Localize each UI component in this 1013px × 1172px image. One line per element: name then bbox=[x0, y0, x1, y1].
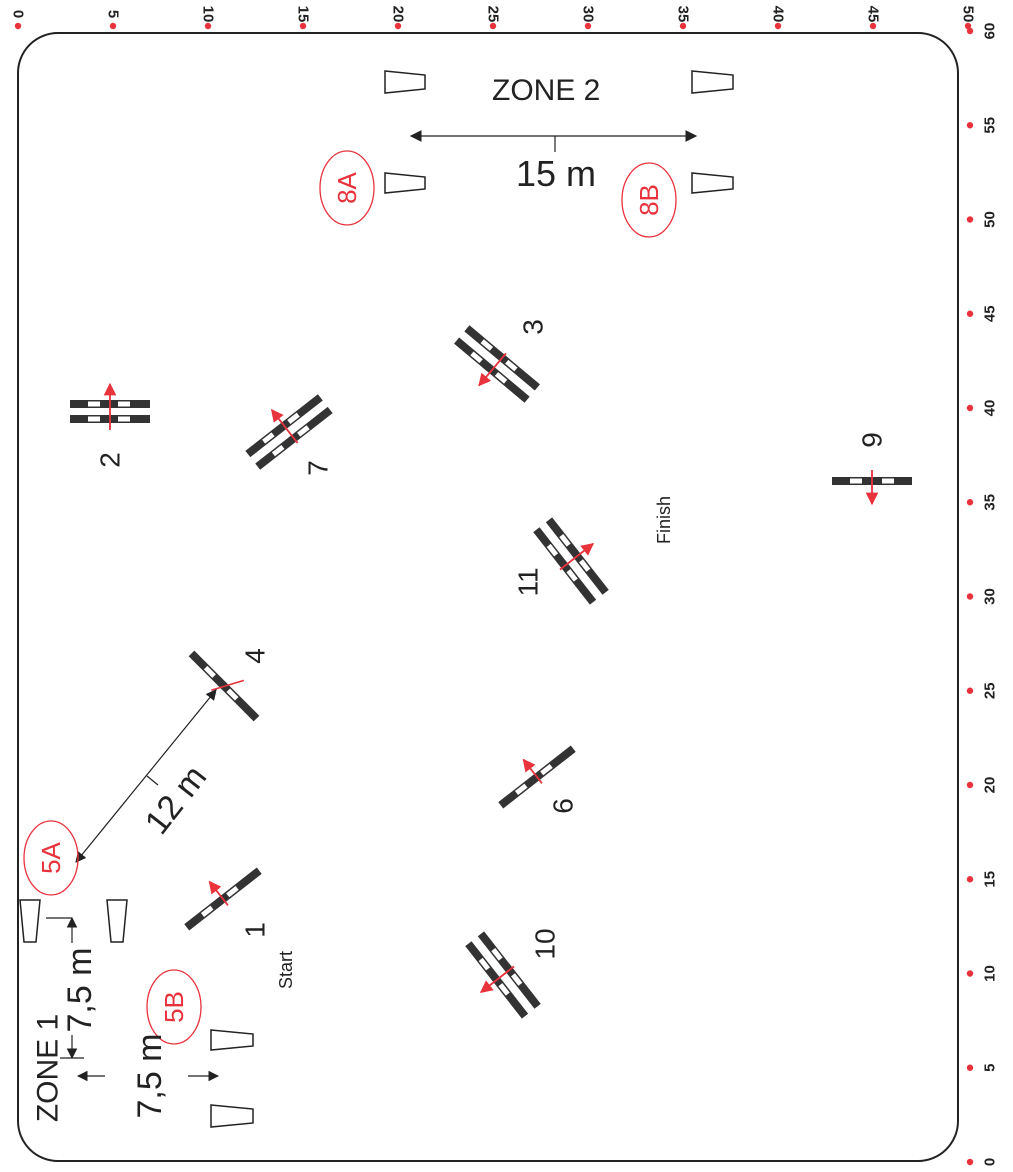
right-tick-label: 20 bbox=[982, 777, 999, 794]
right-tick-label: 55 bbox=[982, 117, 999, 134]
right-tick-label: 30 bbox=[982, 588, 999, 605]
right-tick-dot bbox=[966, 122, 974, 129]
marker-8B: 8B bbox=[621, 162, 677, 238]
top-tick-dot bbox=[14, 22, 22, 30]
right-tick-dot bbox=[966, 310, 974, 317]
marker-5B: 5B bbox=[146, 969, 202, 1045]
svg-text:8A: 8A bbox=[332, 171, 362, 203]
obstacle-1 bbox=[184, 867, 262, 931]
right-tick-label: 5 bbox=[982, 1064, 999, 1072]
finish-label: Finish bbox=[654, 496, 674, 544]
obstacle-7-label: 7 bbox=[303, 460, 334, 476]
cone bbox=[19, 899, 41, 943]
right-tick-label: 25 bbox=[982, 682, 999, 699]
cone bbox=[384, 172, 426, 194]
distance-15m: 15 m bbox=[516, 153, 596, 194]
right-tick-dot bbox=[966, 687, 974, 694]
top-tick-dot bbox=[584, 22, 592, 30]
right-tick-label: 15 bbox=[982, 871, 999, 888]
right-tick-dot bbox=[966, 1158, 974, 1166]
right-scale: 0 5 10 15 20 25 30 35 40 45 50 55 60 bbox=[966, 23, 999, 1166]
zone1-label: ZONE 1 bbox=[32, 1014, 65, 1122]
right-tick-dot bbox=[966, 876, 974, 883]
obstacle-6-label: 6 bbox=[548, 798, 579, 814]
top-tick-dot bbox=[964, 22, 972, 30]
right-tick-label: 0 bbox=[982, 1158, 999, 1166]
top-tick-label: 20 bbox=[390, 6, 407, 23]
cone bbox=[691, 70, 734, 94]
zone2-cones bbox=[384, 70, 734, 194]
top-tick-label: 5 bbox=[105, 10, 122, 18]
right-tick-label: 10 bbox=[982, 965, 999, 982]
right-tick-dot bbox=[966, 216, 974, 223]
obstacle-1-label: 1 bbox=[240, 922, 271, 938]
svg-text:5A: 5A bbox=[36, 841, 66, 873]
top-tick-dot bbox=[394, 22, 402, 30]
right-tick-dot bbox=[966, 404, 974, 412]
svg-text:5B: 5B bbox=[159, 991, 189, 1023]
cone bbox=[691, 172, 734, 194]
right-tick-dot bbox=[966, 970, 974, 977]
dimension-12m bbox=[75, 689, 217, 863]
top-tick-label: 0 bbox=[10, 10, 27, 18]
top-tick-dot bbox=[109, 22, 117, 30]
right-tick-label: 60 bbox=[982, 23, 999, 40]
cone bbox=[210, 1029, 254, 1051]
distance-12m: 12 m bbox=[138, 759, 214, 842]
obstacle-11 bbox=[533, 517, 609, 605]
cone bbox=[384, 70, 426, 94]
obstacle-9-label: 9 bbox=[857, 432, 888, 448]
obstacle-11-label: 11 bbox=[513, 567, 544, 596]
right-tick-dot bbox=[966, 781, 974, 789]
start-label: Start bbox=[276, 951, 296, 989]
right-tick-label: 50 bbox=[982, 211, 999, 228]
arena-border bbox=[17, 32, 959, 1162]
top-tick-dot bbox=[299, 22, 307, 30]
svg-text:8B: 8B bbox=[634, 184, 664, 216]
top-tick-dot bbox=[489, 22, 497, 30]
obstacle-3 bbox=[454, 325, 540, 403]
top-tick-label: 10 bbox=[200, 6, 217, 23]
cone bbox=[106, 899, 128, 943]
top-tick-dot bbox=[204, 22, 212, 30]
right-tick-label: 40 bbox=[982, 400, 999, 417]
right-tick-dot bbox=[966, 499, 974, 506]
zone2-label: ZONE 2 bbox=[492, 74, 600, 107]
obstacle-9 bbox=[832, 470, 912, 506]
obstacle-2-label: 2 bbox=[95, 452, 126, 468]
marker-8A: 8A bbox=[319, 150, 375, 226]
top-tick-dot bbox=[869, 22, 877, 30]
right-tick-dot bbox=[966, 27, 974, 35]
top-scale: 0 5 10 15 20 25 30 35 40 45 50 bbox=[10, 6, 977, 30]
top-tick-label: 35 bbox=[675, 6, 692, 23]
obstacle-2 bbox=[70, 382, 150, 430]
top-tick-label: 50 bbox=[960, 6, 977, 23]
distance-7-5m-a: 7,5 m bbox=[61, 947, 99, 1032]
top-tick-label: 15 bbox=[295, 6, 312, 23]
top-tick-label: 25 bbox=[485, 6, 502, 23]
top-tick-label: 45 bbox=[865, 6, 882, 23]
top-tick-dot bbox=[774, 22, 782, 30]
obstacle-3-label: 3 bbox=[518, 319, 549, 335]
top-tick-label: 30 bbox=[580, 6, 597, 23]
obstacle-10-label: 10 bbox=[530, 928, 561, 959]
obstacle-7 bbox=[245, 394, 333, 470]
obstacle-4-label: 4 bbox=[240, 648, 271, 664]
right-tick-dot bbox=[966, 1064, 974, 1071]
right-tick-label: 35 bbox=[982, 494, 999, 511]
cone bbox=[210, 1104, 254, 1128]
zone1-cones bbox=[19, 899, 254, 1128]
right-tick-label: 45 bbox=[982, 305, 999, 322]
top-tick-dot bbox=[679, 22, 687, 30]
right-tick-dot bbox=[966, 593, 974, 600]
obstacle-6 bbox=[498, 745, 576, 809]
marker-5A: 5A bbox=[23, 820, 79, 896]
obstacle-4 bbox=[188, 650, 260, 722]
distance-7-5m-b: 7,5 m bbox=[131, 1033, 169, 1118]
obstacle-10 bbox=[465, 931, 541, 1019]
top-tick-label: 40 bbox=[770, 6, 787, 23]
